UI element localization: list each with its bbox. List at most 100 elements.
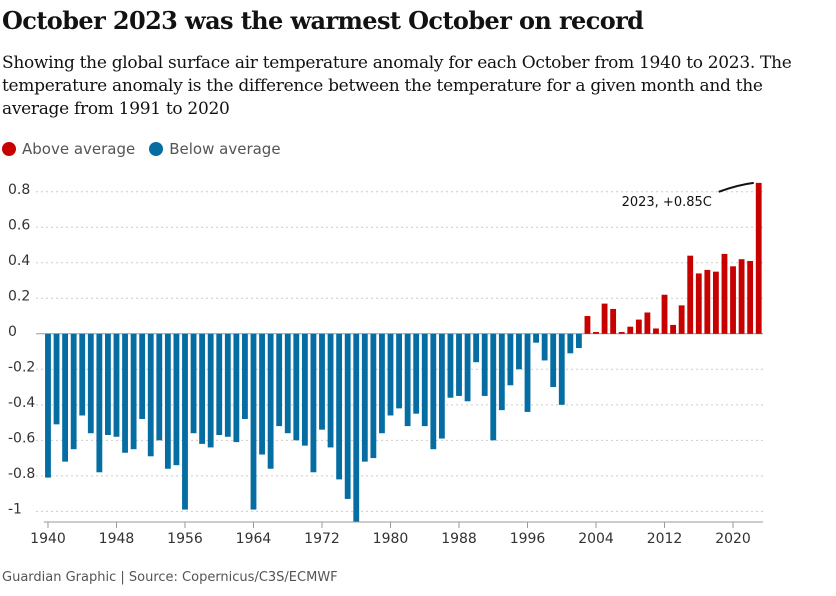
bar xyxy=(122,333,128,453)
x-tick-label: 1956 xyxy=(167,531,203,547)
bar xyxy=(533,333,539,343)
x-tick-label: 1948 xyxy=(99,531,135,547)
bar xyxy=(327,333,334,448)
bar xyxy=(96,333,103,473)
bar xyxy=(53,333,60,425)
bar xyxy=(413,333,420,414)
bar xyxy=(678,305,685,334)
bar xyxy=(730,266,736,334)
x-tick-label: 1996 xyxy=(510,531,546,547)
bar xyxy=(284,333,291,434)
bar xyxy=(199,333,206,444)
bar xyxy=(456,333,462,396)
bar xyxy=(473,333,480,363)
bar xyxy=(430,333,437,450)
bar xyxy=(524,333,531,412)
y-tick-label: -0.6 xyxy=(8,430,35,446)
bar xyxy=(293,333,300,441)
y-tick-label: 0.8 xyxy=(8,182,30,198)
bar xyxy=(661,294,668,334)
bar xyxy=(310,333,317,473)
bar xyxy=(173,333,180,466)
bar xyxy=(481,333,488,396)
bar xyxy=(361,333,368,462)
y-tick-label: 0 xyxy=(8,324,17,340)
x-tick-label: 1940 xyxy=(30,531,66,547)
bar xyxy=(233,333,240,443)
bar xyxy=(593,332,599,334)
bar xyxy=(447,333,454,398)
bar xyxy=(627,326,634,334)
bar xyxy=(438,333,445,439)
bar xyxy=(70,333,77,450)
chart-title: October 2023 was the warmest October on … xyxy=(2,6,644,35)
legend: Above average Below average xyxy=(2,140,281,158)
bar xyxy=(147,333,154,457)
bar xyxy=(610,308,617,334)
annotation: 2023, +0.85C xyxy=(622,195,712,210)
bar xyxy=(336,333,343,480)
bar xyxy=(507,333,514,386)
bar xyxy=(139,333,146,420)
bar xyxy=(498,333,505,411)
y-tick-label: -0.2 xyxy=(8,359,35,375)
bar xyxy=(207,333,214,448)
bar xyxy=(216,333,223,435)
bar xyxy=(224,333,231,437)
bar xyxy=(541,333,548,361)
bar xyxy=(259,333,265,455)
bar xyxy=(404,333,411,427)
bar xyxy=(712,271,719,334)
bar xyxy=(156,333,163,441)
chart: 0.8 0.6 0.4 0.2 0 -0.2 -0.4 -0.6 -0.8 -1 1940 1948 1… xyxy=(8,182,763,547)
x-tick-label: 1964 xyxy=(236,531,272,547)
bar xyxy=(618,332,625,334)
bar xyxy=(738,259,745,334)
bar xyxy=(558,333,565,405)
bar xyxy=(695,273,702,334)
bar xyxy=(105,333,111,435)
x-tick-label: 1972 xyxy=(304,531,340,547)
y-tick-label: 0.4 xyxy=(8,253,30,269)
bar xyxy=(584,316,591,334)
y-tick-label: -0.8 xyxy=(8,466,35,482)
x-tick-label: 2020 xyxy=(715,531,751,547)
bar xyxy=(130,333,137,450)
bar xyxy=(242,333,248,420)
x-tick-label: 2012 xyxy=(647,531,683,547)
bar xyxy=(250,333,257,510)
bar xyxy=(721,253,728,334)
bar xyxy=(267,333,274,469)
bar xyxy=(635,319,642,334)
y-tick-label: 0.6 xyxy=(8,217,30,233)
legend-label: Below average xyxy=(169,140,281,158)
bar xyxy=(62,333,69,462)
bar xyxy=(387,333,394,416)
bar xyxy=(79,333,86,416)
source: Guardian Graphic | Source: Copernicus/C3… xyxy=(2,570,338,585)
bar xyxy=(567,333,574,354)
bar xyxy=(704,269,711,334)
bar xyxy=(575,333,582,348)
bar xyxy=(421,333,428,427)
bar xyxy=(601,303,608,334)
legend-swatch xyxy=(149,142,164,156)
bar xyxy=(687,255,694,334)
y-tick-label: -0.4 xyxy=(8,395,35,411)
legend-item: Above average xyxy=(2,140,135,158)
bar xyxy=(396,333,402,409)
bar xyxy=(379,333,385,434)
bar xyxy=(755,182,762,334)
y-tick-label: 0.2 xyxy=(8,288,30,304)
bar xyxy=(747,261,754,334)
bar xyxy=(370,333,377,459)
x-tick-label: 1988 xyxy=(441,531,477,547)
chart-subtitle: Showing the global surface air temperatu… xyxy=(2,53,792,119)
bar xyxy=(164,333,171,469)
x-tick-label: 2004 xyxy=(578,531,614,547)
bar xyxy=(276,333,283,427)
bar xyxy=(670,324,676,334)
bar xyxy=(45,333,51,478)
bar xyxy=(190,333,197,434)
